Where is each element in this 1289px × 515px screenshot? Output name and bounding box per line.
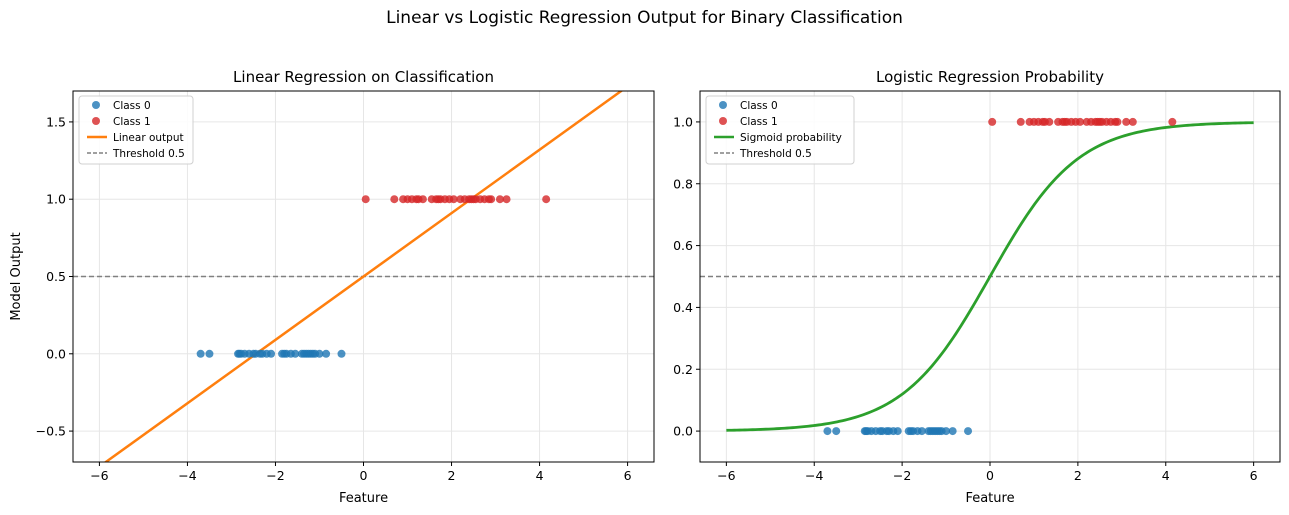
logistic-class0-point: [832, 427, 841, 436]
linear-legend-box: [78, 95, 194, 165]
linear-class0-point: [205, 349, 214, 358]
logistic-class1-point: [1045, 117, 1054, 126]
panel-logistic: Logistic Regression Probability −6 −4 −2 0 2…: [673, 68, 1281, 506]
logistic-class1-point: [1122, 117, 1131, 126]
logistic-class1-point: [1168, 117, 1177, 126]
logistic-class0-point: [893, 427, 902, 436]
linear-ytick-label: 1.0: [46, 192, 66, 207]
logistic-xtick-label: 4: [1162, 468, 1170, 483]
linear-xtick-label: 6: [624, 468, 632, 483]
linear-class1-point: [390, 195, 399, 204]
logistic-ytick-label: 0.0: [673, 424, 693, 439]
logistic-ytick-label: 0.4: [673, 300, 693, 315]
linear-class1-point: [487, 195, 496, 204]
logistic-legend-label: Threshold 0.5: [739, 148, 812, 160]
linear-xtick-label: 0: [360, 468, 368, 483]
logistic-ytick-label: 0.2: [673, 362, 693, 377]
linear-class1-point: [449, 195, 458, 204]
panel-linear-xlabel: Feature: [339, 491, 388, 506]
linear-xtick-label: −4: [178, 468, 196, 483]
logistic-class0-point: [964, 427, 973, 436]
logistic-ytick-label: 0.6: [673, 238, 693, 253]
logistic-legend-marker: [719, 117, 727, 125]
panel-linear-plot: [73, 91, 654, 462]
logistic-ytick-label: 1.0: [673, 114, 693, 129]
linear-class0-point: [337, 349, 346, 358]
logistic-legend-label: Class 1: [740, 116, 778, 128]
logistic-xtick-label: 2: [1074, 468, 1082, 483]
linear-legend-label: Class 1: [113, 116, 151, 128]
logistic-xtick-label: 0: [986, 468, 994, 483]
linear-class0-point: [315, 349, 324, 358]
logistic-class1-point: [988, 117, 997, 126]
linear-class0-point: [322, 349, 331, 358]
logistic-legend-label: Sigmoid probability: [740, 132, 842, 144]
linear-output-line: [103, 91, 624, 462]
linear-class1-point: [361, 195, 370, 204]
logistic-class0-point: [942, 427, 951, 436]
logistic-ytick-label: 0.8: [673, 176, 693, 191]
linear-legend-label: Class 0: [113, 100, 151, 112]
logistic-class1-point: [1113, 117, 1122, 126]
linear-class0-point: [267, 349, 276, 358]
sigmoid-probability-curve: [726, 121, 1254, 432]
linear-legend-marker: [92, 117, 100, 125]
panel-logistic-ticks: −6 −4 −2 0 2 4 6 0.0 0.2 0.4 0.6 0.8 1.0: [673, 114, 1258, 483]
panel-logistic-plot: [700, 117, 1280, 436]
panel-linear-ticks: −6 −4 −2 0 2 4 6 −0.5 0.0 0.5 1.0 1.5: [36, 114, 632, 483]
panel-linear-legend: Class 0 Class 1 Linear output Threshold 0.5: [78, 95, 194, 165]
linear-ytick-label: 0.5: [46, 269, 66, 284]
linear-legend-marker: [92, 101, 100, 109]
logistic-class1-point: [1016, 117, 1025, 126]
logistic-class0-point: [823, 427, 832, 436]
linear-legend-label: Threshold 0.5: [112, 148, 185, 160]
linear-xtick-label: 4: [536, 468, 544, 483]
logistic-xtick-label: 6: [1250, 468, 1258, 483]
linear-legend-label: Linear output: [113, 132, 184, 144]
figure-title: Linear vs Logistic Regression Output for…: [386, 8, 903, 28]
logistic-xtick-label: −4: [805, 468, 823, 483]
linear-class1-point: [502, 195, 511, 204]
linear-class0-point: [291, 349, 300, 358]
linear-class0-point: [196, 349, 205, 358]
panel-logistic-legend: Class 0 Class 1 Sigmoid probability Thresho…: [705, 95, 855, 165]
panel-logistic-title: Logistic Regression Probability: [876, 68, 1104, 86]
logistic-class1-point: [1076, 117, 1085, 126]
logistic-legend-label: Class 0: [740, 100, 778, 112]
linear-xtick-label: −2: [266, 468, 284, 483]
logistic-class0-point: [948, 427, 957, 436]
linear-class1-point: [495, 195, 504, 204]
linear-ytick-label: 0.0: [46, 346, 66, 361]
logistic-xtick-label: −2: [893, 468, 911, 483]
linear-class1-point: [418, 195, 427, 204]
panel-linear-title: Linear Regression on Classification: [233, 68, 494, 86]
logistic-legend-box: [705, 95, 855, 165]
panel-linear: Linear Regression on Classification −6 −4…: [9, 68, 655, 506]
logistic-class1-point: [1128, 117, 1137, 126]
logistic-class0-point: [917, 427, 926, 436]
panel-logistic-xlabel: Feature: [965, 491, 1014, 506]
linear-ytick-label: −0.5: [36, 424, 66, 439]
linear-xtick-label: −6: [90, 468, 108, 483]
linear-class1-point: [542, 195, 551, 204]
linear-xtick-label: 2: [448, 468, 456, 483]
linear-ytick-label: 1.5: [46, 114, 66, 129]
logistic-xtick-label: −6: [717, 468, 735, 483]
panel-linear-ylabel: Model Output: [9, 232, 24, 320]
logistic-legend-marker: [719, 101, 727, 109]
